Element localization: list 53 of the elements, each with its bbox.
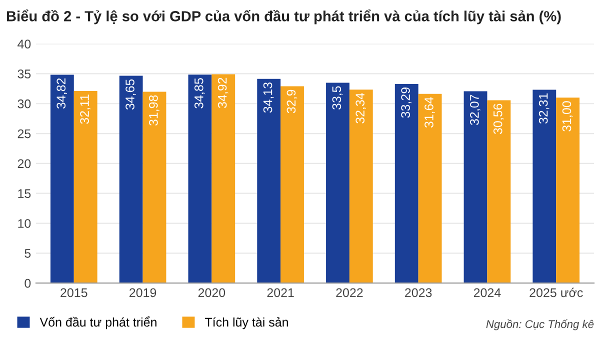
x-tick-label: 2024: [474, 288, 501, 298]
data-label: 32,34: [356, 92, 366, 124]
bar: [119, 76, 143, 284]
data-label: 33,29: [401, 88, 412, 118]
bar: [50, 74, 74, 284]
data-label: 32,07: [470, 94, 480, 126]
y-tick-label: 10: [18, 219, 31, 228]
bar: [188, 74, 212, 284]
y-tick-label: 35: [18, 70, 31, 78]
data-label: 34,92: [218, 78, 228, 108]
y-tick-label: 5: [24, 249, 31, 258]
data-label: 31,00: [562, 101, 573, 132]
y-tick-label: 15: [18, 189, 31, 198]
bar: [280, 86, 304, 284]
data-label: 32,11: [80, 94, 90, 124]
y-tick-label: 40: [18, 40, 31, 48]
data-label: 33,5: [332, 86, 343, 110]
bar: [556, 98, 580, 284]
data-label: 34,65: [126, 79, 136, 110]
x-tick-label: 2025 ước: [530, 288, 583, 298]
bar: [418, 94, 442, 284]
text: Nguồn: Cục Thống kê: [486, 319, 594, 330]
x-tick-label: 2020: [198, 288, 226, 298]
x-tick-label: 2015: [60, 288, 88, 298]
x-tick-label: 2021: [267, 288, 294, 298]
y-tick-label: 0: [24, 278, 31, 288]
bar: [349, 90, 373, 284]
bar: [394, 84, 418, 284]
chart-title: Biểu đồ 2 - Tỷ lệ so với GDP của vốn đầu tư phát triển và của tích lũy tài sản (%): [6, 9, 561, 24]
data-label: 34,13: [263, 82, 274, 113]
data-label: 31,98: [148, 95, 160, 126]
legend-label: Tích lũy tài sản: [204, 317, 288, 330]
x-tick-label: 2019: [130, 288, 156, 298]
bar: [532, 90, 556, 284]
data-label: 34,85: [194, 78, 205, 108]
data-label: 32,9: [286, 90, 298, 114]
data-label: 32,31: [538, 93, 550, 124]
x-tick-label: 2022: [336, 288, 363, 298]
y-tick-label: 20: [18, 159, 31, 168]
x-tick-label: 2023: [405, 288, 432, 298]
bar: [142, 92, 166, 284]
data-label: 30,56: [493, 104, 504, 134]
bar: [464, 91, 488, 284]
bar: [326, 82, 350, 284]
legend-label: Vốn đầu tư phát triển: [40, 316, 156, 330]
data-label: 31,64: [424, 97, 435, 128]
bar: [212, 74, 236, 284]
bar: [487, 100, 511, 284]
y-tick-label: 25: [18, 129, 31, 138]
bar: [74, 91, 98, 284]
data-label: 34,82: [56, 78, 68, 109]
bar: [257, 78, 281, 284]
y-tick-label: 30: [18, 99, 31, 108]
